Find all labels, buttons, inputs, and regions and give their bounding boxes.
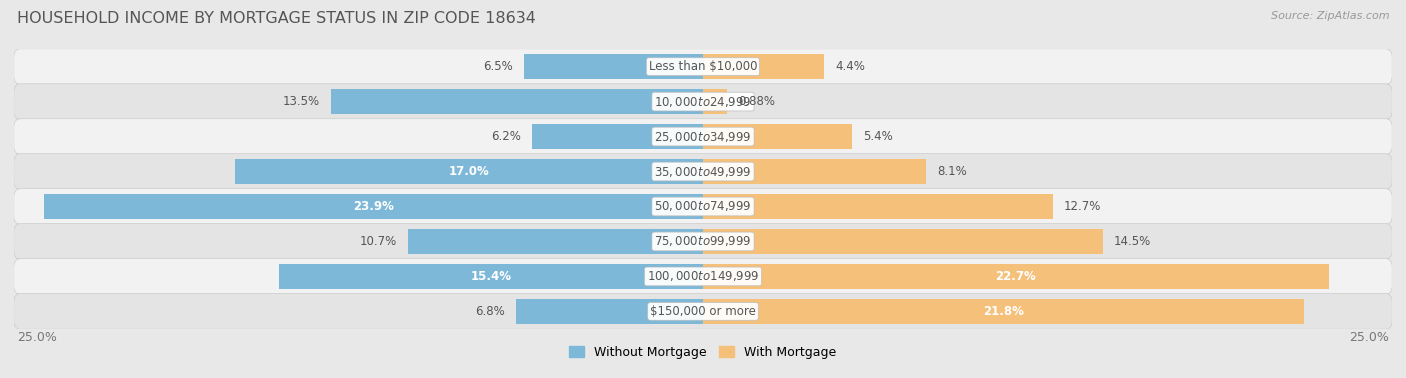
Text: 22.7%: 22.7% (995, 270, 1036, 283)
Bar (703, 54, 824, 79)
Text: $100,000 to $149,999: $100,000 to $149,999 (647, 270, 759, 284)
Bar (330, 89, 703, 114)
Legend: Without Mortgage, With Mortgage: Without Mortgage, With Mortgage (564, 341, 842, 364)
Text: 6.8%: 6.8% (475, 305, 505, 318)
Bar (703, 299, 1303, 324)
Text: $75,000 to $99,999: $75,000 to $99,999 (654, 234, 752, 248)
Bar (408, 229, 703, 254)
Text: $25,000 to $34,999: $25,000 to $34,999 (654, 130, 752, 144)
Text: 21.8%: 21.8% (983, 305, 1024, 318)
Bar (703, 124, 852, 149)
Bar (524, 54, 703, 79)
Bar (235, 159, 703, 184)
Text: 15.4%: 15.4% (470, 270, 512, 283)
Text: $50,000 to $74,999: $50,000 to $74,999 (654, 200, 752, 214)
FancyBboxPatch shape (14, 189, 1392, 224)
Text: Source: ZipAtlas.com: Source: ZipAtlas.com (1271, 11, 1389, 21)
FancyBboxPatch shape (14, 294, 1392, 329)
Text: 25.0%: 25.0% (17, 331, 56, 344)
Text: 8.1%: 8.1% (938, 165, 967, 178)
FancyBboxPatch shape (14, 84, 1392, 119)
Bar (516, 299, 703, 324)
Text: 5.4%: 5.4% (863, 130, 893, 143)
Text: 6.2%: 6.2% (491, 130, 522, 143)
FancyBboxPatch shape (14, 224, 1392, 259)
Text: 10.7%: 10.7% (360, 235, 396, 248)
Text: 25.0%: 25.0% (1350, 331, 1389, 344)
Text: 0.88%: 0.88% (738, 95, 775, 108)
Bar (531, 124, 703, 149)
Text: 13.5%: 13.5% (283, 95, 321, 108)
Text: $150,000 or more: $150,000 or more (650, 305, 756, 318)
Text: $35,000 to $49,999: $35,000 to $49,999 (654, 164, 752, 178)
FancyBboxPatch shape (14, 49, 1392, 84)
FancyBboxPatch shape (14, 154, 1392, 189)
Bar (703, 89, 727, 114)
Bar (703, 229, 1102, 254)
Bar (278, 264, 703, 289)
Bar (703, 264, 1329, 289)
Text: $10,000 to $24,999: $10,000 to $24,999 (654, 94, 752, 108)
Text: HOUSEHOLD INCOME BY MORTGAGE STATUS IN ZIP CODE 18634: HOUSEHOLD INCOME BY MORTGAGE STATUS IN Z… (17, 11, 536, 26)
Text: 23.9%: 23.9% (353, 200, 394, 213)
Text: 14.5%: 14.5% (1114, 235, 1152, 248)
Text: Less than $10,000: Less than $10,000 (648, 60, 758, 73)
Bar (45, 194, 703, 219)
Bar (703, 194, 1053, 219)
Text: 4.4%: 4.4% (835, 60, 865, 73)
FancyBboxPatch shape (14, 119, 1392, 154)
Bar (703, 159, 927, 184)
Text: 12.7%: 12.7% (1064, 200, 1101, 213)
Text: 6.5%: 6.5% (484, 60, 513, 73)
FancyBboxPatch shape (14, 259, 1392, 294)
Text: 17.0%: 17.0% (449, 165, 489, 178)
